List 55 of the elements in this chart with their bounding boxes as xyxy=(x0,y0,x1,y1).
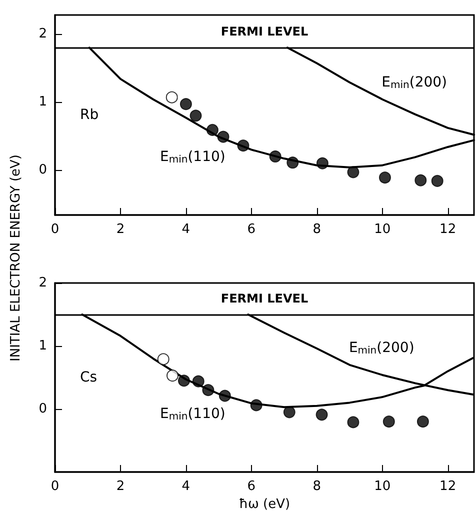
point xyxy=(190,110,202,122)
y-tick-label: 1 xyxy=(38,94,47,110)
x-tick-label: 6 xyxy=(247,222,256,237)
point xyxy=(157,353,170,366)
point xyxy=(178,374,190,387)
point xyxy=(237,140,250,152)
point xyxy=(217,130,230,143)
point xyxy=(431,174,444,187)
point xyxy=(347,416,360,428)
y-tick-label: 2 xyxy=(38,276,47,290)
x-tick-label: 10 xyxy=(374,222,391,237)
point xyxy=(192,375,204,388)
annotation: Rb xyxy=(80,107,99,123)
series-label: Emin(200) xyxy=(348,340,414,356)
x-axis-title: ħω (eV) xyxy=(238,497,290,512)
point xyxy=(347,166,360,178)
x-tick-label: 6 xyxy=(247,479,256,494)
x-tick-label: 4 xyxy=(182,479,190,494)
series-label: Emin(200) xyxy=(382,74,448,91)
series-label: Emin(110) xyxy=(160,406,226,422)
x-tick-label: 8 xyxy=(312,222,322,237)
point xyxy=(166,370,179,382)
point xyxy=(316,157,328,170)
y-tick-label: 0 xyxy=(38,162,47,178)
point xyxy=(269,150,282,162)
point xyxy=(202,384,214,396)
annotation: Cs xyxy=(80,370,98,386)
point xyxy=(206,124,218,136)
x-tick-label: 8 xyxy=(312,479,322,494)
point xyxy=(316,408,328,421)
point xyxy=(218,390,231,402)
ref-line-label: FERMI LEVEL xyxy=(220,292,308,306)
x-tick-label: 0 xyxy=(50,222,60,237)
point xyxy=(166,91,178,104)
x-tick-label: 2 xyxy=(116,479,125,494)
series-label: Emin(110) xyxy=(160,148,226,166)
y-tick-label: 1 xyxy=(38,338,47,354)
x-tick-label: 10 xyxy=(374,479,391,494)
x-tick-label: 2 xyxy=(116,222,125,237)
point xyxy=(378,172,391,184)
x-tick-label: 0 xyxy=(50,479,60,494)
x-tick-label: 4 xyxy=(182,222,190,237)
y-axis-title: INITIAL ELECTRON ENERGY (eV) xyxy=(8,154,24,362)
ref-line-label: FERMI LEVEL xyxy=(220,24,308,39)
point xyxy=(414,174,427,186)
x-tick-label: 12 xyxy=(440,479,456,494)
x-tick-label: 12 xyxy=(440,222,456,237)
y-tick-label: 0 xyxy=(38,402,47,416)
y-tick-label: 2 xyxy=(38,26,47,42)
point xyxy=(286,156,299,169)
point xyxy=(283,406,296,418)
point xyxy=(180,98,192,110)
point xyxy=(416,416,429,428)
point xyxy=(250,399,262,412)
point xyxy=(382,416,395,428)
